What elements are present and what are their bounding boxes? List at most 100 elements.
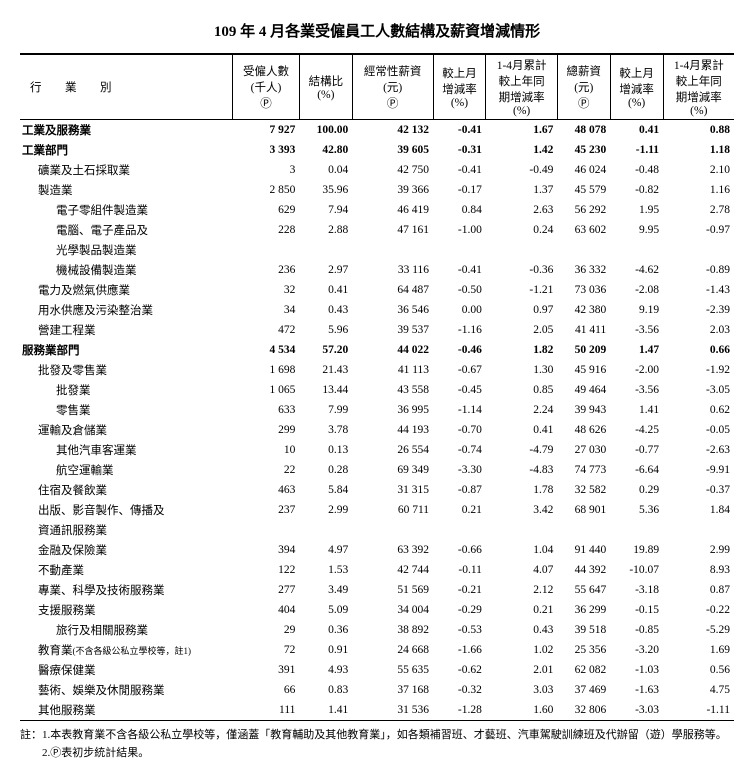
cell: -2.39 bbox=[663, 300, 734, 320]
col-industry: 行 業 別 bbox=[20, 54, 233, 120]
cell: 2.01 bbox=[486, 660, 557, 680]
row-label: 機械設備製造業 bbox=[20, 260, 233, 280]
cell: -0.70 bbox=[433, 420, 486, 440]
cell: 3.03 bbox=[486, 680, 557, 700]
table-row: 專業、科學及技術服務業2773.4951 569-0.212.1255 647-… bbox=[20, 580, 734, 600]
col-c7: 較上月 增減率 (%) bbox=[610, 54, 663, 120]
row-label: 電子零組件製造業 bbox=[20, 200, 233, 220]
cell: -1.03 bbox=[610, 660, 663, 680]
table-row: 工業部門3 39342.8039 605-0.311.4245 230-1.11… bbox=[20, 140, 734, 160]
cell: 1.04 bbox=[486, 540, 557, 560]
cell: 69 349 bbox=[352, 460, 433, 480]
table-row: 用水供應及污染整治業340.4336 5460.000.9742 3809.19… bbox=[20, 300, 734, 320]
row-label: 製造業 bbox=[20, 180, 233, 200]
cell: 74 773 bbox=[557, 460, 610, 480]
cell: 1.16 bbox=[663, 180, 734, 200]
cell: 472 bbox=[233, 320, 300, 340]
table-row: 工業及服務業7 927100.0042 132-0.411.6748 0780.… bbox=[20, 120, 734, 141]
cell: 236 bbox=[233, 260, 300, 280]
cell: -0.22 bbox=[663, 600, 734, 620]
cell: 34 bbox=[233, 300, 300, 320]
cell: 0.85 bbox=[486, 380, 557, 400]
cell: -0.11 bbox=[433, 560, 486, 580]
cell: -2.08 bbox=[610, 280, 663, 300]
cell: -3.20 bbox=[610, 640, 663, 660]
cell: 463 bbox=[233, 480, 300, 500]
table-row: 教育業(不含各級公私立學校等，註1)720.9124 668-1.661.022… bbox=[20, 640, 734, 660]
cell: 24 668 bbox=[352, 640, 433, 660]
cell: 39 518 bbox=[557, 620, 610, 640]
cell: 4.07 bbox=[486, 560, 557, 580]
cell: -1.00 bbox=[433, 220, 486, 240]
cell: 0.29 bbox=[610, 480, 663, 500]
cell: -0.29 bbox=[433, 600, 486, 620]
cell: -1.43 bbox=[663, 280, 734, 300]
cell: -3.03 bbox=[610, 700, 663, 721]
cell: 2.05 bbox=[486, 320, 557, 340]
table-row: 製造業2 85035.9639 366-0.171.3745 579-0.821… bbox=[20, 180, 734, 200]
cell: 42 132 bbox=[352, 120, 433, 141]
cell: -5.29 bbox=[663, 620, 734, 640]
row-label: 工業及服務業 bbox=[20, 120, 233, 141]
row-label: 服務業部門 bbox=[20, 340, 233, 360]
cell: 5.96 bbox=[299, 320, 352, 340]
row-label: 資通訊服務業 bbox=[20, 520, 233, 540]
cell: 73 036 bbox=[557, 280, 610, 300]
cell: 0.43 bbox=[299, 300, 352, 320]
table-row: 批發業1 06513.4443 558-0.450.8549 464-3.56-… bbox=[20, 380, 734, 400]
cell: -0.45 bbox=[433, 380, 486, 400]
table-row: 住宿及餐飲業4635.8431 315-0.871.7832 5820.29-0… bbox=[20, 480, 734, 500]
cell: 1.02 bbox=[486, 640, 557, 660]
row-label: 教育業(不含各級公私立學校等，註1) bbox=[20, 640, 233, 660]
table-row: 機械設備製造業2362.9733 116-0.41-0.3636 332-4.6… bbox=[20, 260, 734, 280]
cell: 0.41 bbox=[610, 120, 663, 141]
cell: 91 440 bbox=[557, 540, 610, 560]
cell: 0.28 bbox=[299, 460, 352, 480]
cell: 0.13 bbox=[299, 440, 352, 460]
cell: 26 554 bbox=[352, 440, 433, 460]
col-c6: 總薪資 (元) Ⓟ bbox=[557, 54, 610, 120]
cell: 1.41 bbox=[610, 400, 663, 420]
cell bbox=[663, 520, 734, 540]
cell: 48 626 bbox=[557, 420, 610, 440]
cell: 1.41 bbox=[299, 700, 352, 721]
page-title: 109 年 4 月各業受僱員工人數結構及薪資增減情形 bbox=[20, 20, 734, 41]
cell: 36 332 bbox=[557, 260, 610, 280]
row-label: 醫療保健業 bbox=[20, 660, 233, 680]
cell: 57.20 bbox=[299, 340, 352, 360]
cell: -0.41 bbox=[433, 260, 486, 280]
cell: 9.19 bbox=[610, 300, 663, 320]
cell: 32 582 bbox=[557, 480, 610, 500]
row-label: 營建工程業 bbox=[20, 320, 233, 340]
cell: 0.43 bbox=[486, 620, 557, 640]
cell: -1.11 bbox=[663, 700, 734, 721]
cell: 2.24 bbox=[486, 400, 557, 420]
cell bbox=[299, 520, 352, 540]
row-label: 航空運輸業 bbox=[20, 460, 233, 480]
cell: 3.42 bbox=[486, 500, 557, 520]
cell: 2.97 bbox=[299, 260, 352, 280]
table-row: 不動產業1221.5342 744-0.114.0744 392-10.078.… bbox=[20, 560, 734, 580]
cell: -0.50 bbox=[433, 280, 486, 300]
cell: -0.05 bbox=[663, 420, 734, 440]
cell: 1.18 bbox=[663, 140, 734, 160]
cell: 394 bbox=[233, 540, 300, 560]
cell: 35.96 bbox=[299, 180, 352, 200]
table-row: 電子零組件製造業6297.9446 4190.842.6356 2921.952… bbox=[20, 200, 734, 220]
cell: -0.32 bbox=[433, 680, 486, 700]
cell: 4 534 bbox=[233, 340, 300, 360]
cell bbox=[486, 240, 557, 260]
cell: 47 161 bbox=[352, 220, 433, 240]
cell: 228 bbox=[233, 220, 300, 240]
cell: 404 bbox=[233, 600, 300, 620]
cell: 37 168 bbox=[352, 680, 433, 700]
cell: 36 546 bbox=[352, 300, 433, 320]
row-label: 零售業 bbox=[20, 400, 233, 420]
cell: 237 bbox=[233, 500, 300, 520]
cell: 0.66 bbox=[663, 340, 734, 360]
cell: 48 078 bbox=[557, 120, 610, 141]
cell: -0.77 bbox=[610, 440, 663, 460]
table-row: 批發及零售業1 69821.4341 113-0.671.3045 916-2.… bbox=[20, 360, 734, 380]
cell: 43 558 bbox=[352, 380, 433, 400]
cell: -1.16 bbox=[433, 320, 486, 340]
